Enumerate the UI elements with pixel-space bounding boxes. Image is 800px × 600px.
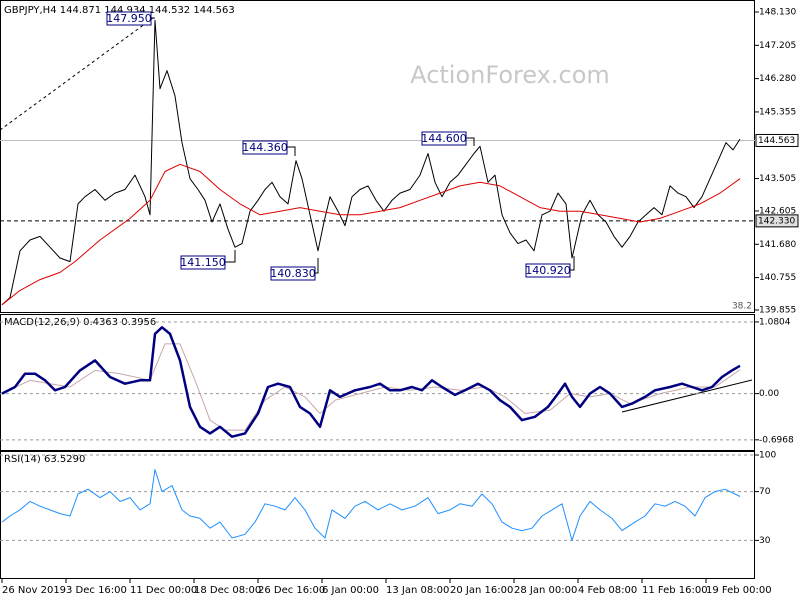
macd-pane bbox=[0, 314, 755, 451]
y-tick-label: 146.280 bbox=[759, 74, 796, 84]
y-tick-label: 143.505 bbox=[759, 174, 796, 184]
x-tick-label: 19 Feb 00:00 bbox=[706, 585, 772, 596]
y-tick-label: 148.130 bbox=[759, 7, 796, 17]
annotation-box bbox=[242, 140, 288, 155]
price-pane bbox=[0, 0, 755, 313]
annotation-connector bbox=[315, 258, 319, 274]
macd-header: MACD(12,26,9) 0.4363 0.3956 bbox=[4, 317, 156, 328]
x-tick-label: 3 Dec 16:00 bbox=[66, 585, 127, 596]
y-tick-label: 142.605 bbox=[759, 206, 796, 216]
series-line bbox=[1, 343, 741, 431]
y-tick-label: 1.0804 bbox=[759, 317, 791, 327]
y-tick-label: 141.680 bbox=[759, 240, 796, 250]
rsi-header: RSI(14) 63.5290 bbox=[4, 454, 85, 465]
y-tick-label: 30 bbox=[759, 536, 771, 546]
x-tick-label: 26 Dec 16:00 bbox=[258, 585, 325, 596]
x-tick-label: 13 Jan 08:00 bbox=[386, 585, 449, 596]
level-label: 144.563 bbox=[758, 136, 795, 146]
x-tick-label: 28 Jan 00:00 bbox=[514, 585, 577, 596]
series-line bbox=[1, 19, 741, 306]
rsi-pane bbox=[0, 451, 755, 579]
price-header: GBPJPY,H4 144.871 144.934 144.532 144.56… bbox=[4, 5, 235, 16]
x-tick-label: 11 Feb 16:00 bbox=[642, 585, 708, 596]
x-tick-label: 20 Jan 16:00 bbox=[450, 585, 513, 596]
annotation-label: 147.950 bbox=[106, 12, 152, 25]
annotation-connector bbox=[225, 250, 236, 263]
series-line bbox=[1, 469, 741, 541]
y-tick-label: -0.6968 bbox=[759, 435, 794, 445]
annotation-label: 141.150 bbox=[180, 256, 226, 269]
x-tick-label: 4 Feb 08:00 bbox=[578, 585, 637, 596]
annotation-box bbox=[421, 131, 467, 146]
series-line bbox=[1, 163, 741, 306]
y-tick-label: 145.355 bbox=[759, 107, 796, 117]
trend-line bbox=[0, 17, 154, 131]
x-tick-label: 6 Jan 00:00 bbox=[322, 585, 379, 596]
annotation-box bbox=[106, 11, 152, 26]
annotation-box bbox=[180, 255, 226, 270]
y-tick-label: 140.755 bbox=[759, 273, 796, 283]
annotation-connector bbox=[570, 256, 575, 271]
annotation-box bbox=[270, 266, 316, 281]
annotation-label: 140.920 bbox=[525, 264, 571, 277]
y-tick-label: 100 bbox=[759, 451, 776, 461]
annotation-label: 144.360 bbox=[242, 141, 288, 154]
y-tick-label: 139.855 bbox=[759, 306, 796, 316]
x-tick-label: 18 Dec 08:00 bbox=[194, 585, 261, 596]
y-tick-label: 147.205 bbox=[759, 41, 796, 51]
x-tick-label: 26 Nov 2019 bbox=[2, 585, 66, 596]
fib-note: 38.2 bbox=[732, 302, 752, 312]
annotation-connector bbox=[287, 146, 296, 156]
x-tick-label: 11 Dec 00:00 bbox=[130, 585, 197, 596]
y-tick-label: 0.00 bbox=[759, 389, 779, 399]
annotation-box bbox=[525, 263, 571, 278]
annotation-label: 144.600 bbox=[421, 132, 467, 145]
macd-trend-line bbox=[621, 379, 753, 413]
watermark: ActionForex.com bbox=[410, 61, 610, 89]
level-box bbox=[755, 214, 799, 228]
level-box bbox=[755, 133, 799, 147]
series-line bbox=[1, 326, 741, 438]
y-tick-label: 70 bbox=[759, 487, 771, 497]
annotation-connector bbox=[466, 137, 475, 146]
level-label: 142.330 bbox=[758, 216, 795, 226]
annotation-label: 140.830 bbox=[270, 267, 316, 280]
